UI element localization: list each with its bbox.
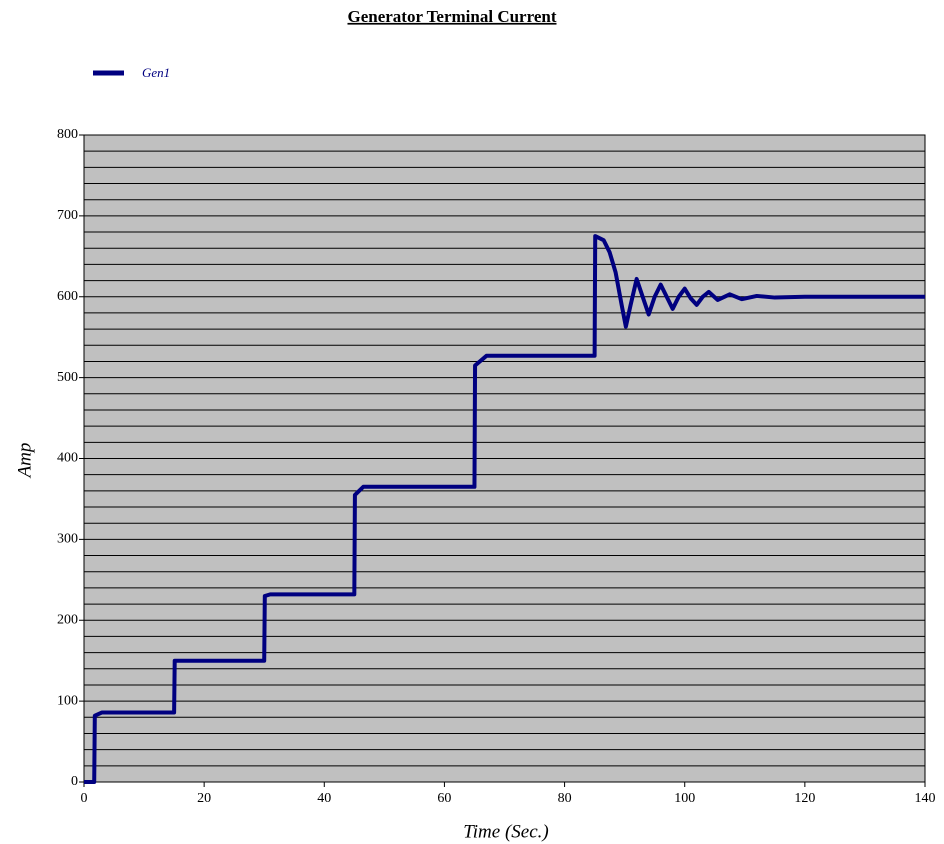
- x-axis-label: Time (Sec.): [463, 821, 548, 842]
- x-tick-label: 140: [915, 791, 936, 806]
- x-tick-label: 60: [437, 791, 451, 806]
- y-tick-label: 200: [57, 612, 78, 627]
- y-tick-label: 500: [57, 370, 78, 385]
- y-axis-label: Amp: [14, 443, 35, 480]
- y-tick-label: 100: [57, 693, 78, 708]
- legend-label: Gen1: [142, 65, 170, 80]
- y-tick-label: 400: [57, 451, 78, 466]
- data-line: [84, 234, 925, 784]
- chart-title: Generator Terminal Current: [347, 7, 556, 26]
- y-tick-label: 800: [57, 127, 78, 142]
- y-tick-label: 600: [57, 289, 78, 304]
- x-tick-label: 0: [81, 791, 88, 806]
- x-tick-label: 40: [317, 791, 331, 806]
- y-tick-label: 0: [71, 774, 78, 789]
- x-tick-label: 120: [794, 791, 815, 806]
- y-tick-label: 300: [57, 532, 78, 547]
- x-tick-label: 20: [197, 791, 211, 806]
- x-tick-label: 100: [674, 791, 695, 806]
- y-tick-label: 700: [57, 208, 78, 223]
- x-tick-label: 80: [558, 791, 572, 806]
- plot-border: [83, 134, 926, 783]
